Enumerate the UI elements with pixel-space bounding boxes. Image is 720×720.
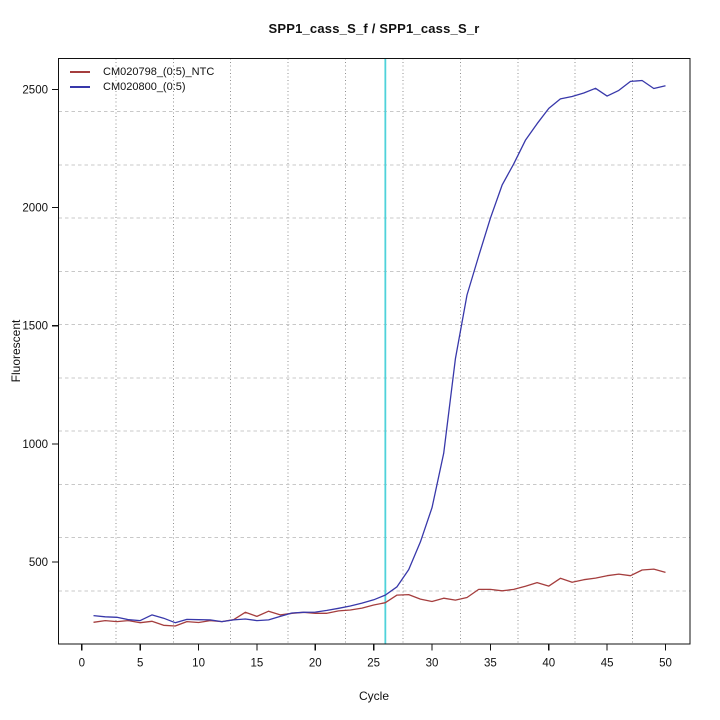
legend-line-swatch <box>70 70 90 73</box>
x-axis-label: Cycle <box>358 689 389 703</box>
legend-label: CM020800_(0:5) <box>103 80 186 93</box>
legend: CM020798_(0:5)_NTC CM020800_(0:5) <box>70 64 214 94</box>
legend-line-swatch <box>70 85 90 88</box>
y-tick-label: 2000 <box>22 203 48 215</box>
y-tick-label: 2500 <box>22 84 48 96</box>
x-tick-label: 15 <box>251 658 264 670</box>
x-tick-label: 5 <box>137 658 143 670</box>
x-tick-label: 45 <box>601 658 614 670</box>
y-tick-label: 1500 <box>22 321 48 333</box>
series-line-CM020798_(0:5)_NTC <box>93 568 666 627</box>
x-tick-label: 35 <box>484 658 497 670</box>
y-axis-label: Fluorescent <box>9 319 23 383</box>
chart-title: SPP1_cass_S_f / SPP1_cass_S_r <box>268 21 480 36</box>
legend-item: CM020800_(0:5) <box>70 79 214 94</box>
x-tick-label: 10 <box>192 658 205 670</box>
x-tick-label: 20 <box>309 658 322 670</box>
plot-box <box>57 57 691 645</box>
x-tick-label: 30 <box>426 658 439 670</box>
series-line-CM020800_(0:5) <box>93 79 666 624</box>
x-tick-label: 40 <box>542 658 555 670</box>
x-tick-label: 25 <box>367 658 380 670</box>
y-tick-label: 1000 <box>22 439 48 451</box>
legend-item: CM020798_(0:5)_NTC <box>70 64 214 79</box>
y-tick-label: 500 <box>29 557 48 569</box>
legend-label: CM020798_(0:5)_NTC <box>103 65 215 78</box>
x-tick-label: 0 <box>79 658 85 670</box>
x-tick-label: 50 <box>659 658 672 670</box>
